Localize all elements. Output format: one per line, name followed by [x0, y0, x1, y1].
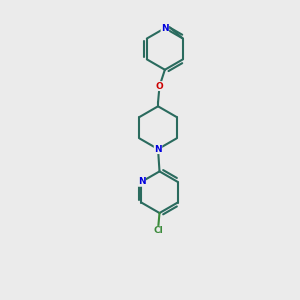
Text: N: N [161, 24, 169, 33]
Text: Cl: Cl [153, 226, 163, 235]
Text: O: O [156, 82, 164, 91]
Text: N: N [154, 145, 162, 154]
Text: N: N [138, 177, 145, 186]
